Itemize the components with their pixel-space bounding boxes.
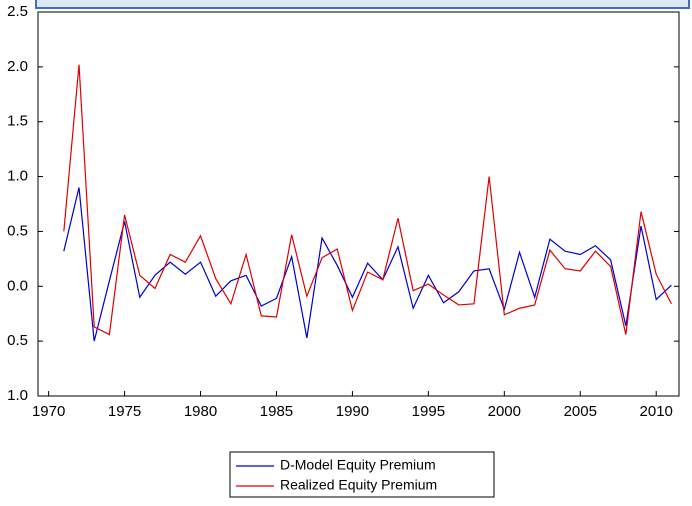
y-tick-label: 0.5 (7, 332, 28, 349)
data-line (63, 187, 672, 342)
data-line (63, 64, 672, 336)
plot-frame (37, 11, 680, 397)
y-tick-label: 2.5 (7, 3, 28, 20)
title-bar (35, 0, 690, 9)
x-tick-label: 1980 (184, 403, 217, 420)
y-tick-label: 0.5 (7, 222, 28, 239)
legend-label: D-Model Equity Premium (280, 457, 436, 473)
x-tick-label: 1985 (260, 403, 293, 420)
x-tick-label: 2000 (488, 403, 521, 420)
legend-label: Realized Equity Premium (280, 477, 437, 493)
y-tick-label: 2.0 (7, 58, 28, 75)
x-tick-label: 1970 (32, 403, 65, 420)
y-tick-label: 0.0 (7, 277, 28, 294)
x-tick-label: 1995 (412, 403, 445, 420)
y-tick-label: 1.0 (7, 168, 28, 185)
x-tick-label: 1975 (108, 403, 141, 420)
y-tick-label: 1.5 (7, 113, 28, 130)
x-tick-label: 2010 (640, 403, 673, 420)
x-tick-label: 1990 (336, 403, 369, 420)
legend-box (229, 451, 495, 498)
y-tick-label: 1.0 (7, 387, 28, 404)
x-tick-label: 2005 (564, 403, 597, 420)
